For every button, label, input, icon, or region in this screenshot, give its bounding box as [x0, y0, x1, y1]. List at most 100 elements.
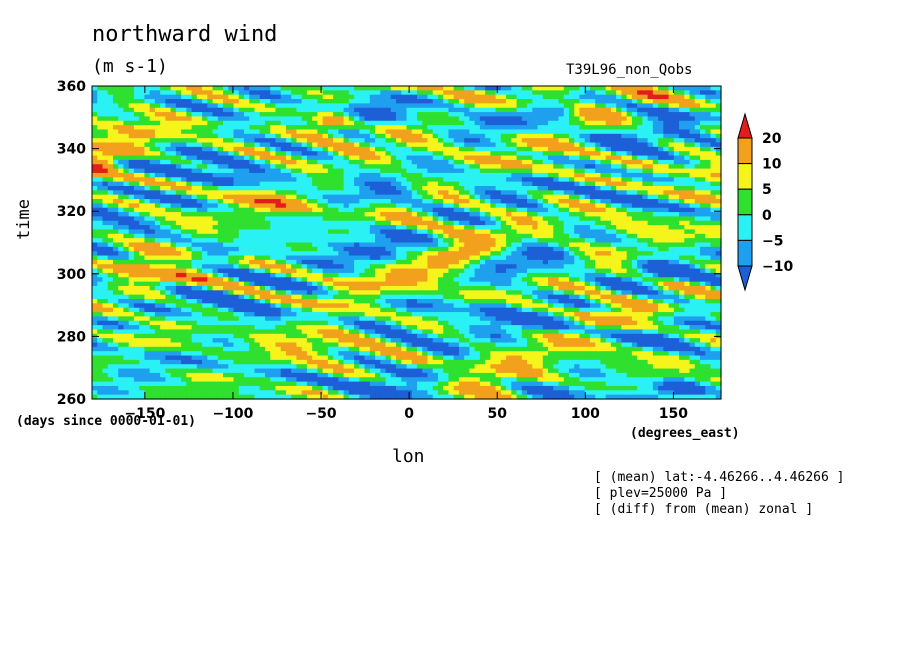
heatmap-cell — [390, 199, 397, 204]
heatmap-cell — [548, 238, 554, 244]
heatmap-cell — [616, 259, 623, 265]
heatmap-cell — [637, 194, 643, 200]
heatmap-cell — [584, 112, 591, 118]
heatmap-cell — [285, 194, 292, 200]
heatmap-cell — [579, 90, 586, 96]
heatmap-cell — [202, 185, 208, 191]
heatmap-cell — [506, 255, 512, 261]
heatmap-cell — [406, 164, 413, 170]
heatmap-cell — [432, 151, 439, 157]
heatmap-cell — [642, 185, 649, 191]
heatmap-cell — [479, 216, 486, 222]
heatmap-cell — [317, 90, 324, 96]
heatmap-cell — [527, 172, 533, 178]
heatmap-cell — [406, 203, 413, 209]
heatmap-cell — [301, 99, 308, 104]
heatmap-cell — [411, 246, 418, 252]
heatmap-cell — [469, 238, 476, 244]
heatmap-cell — [506, 94, 512, 100]
heatmap-cell — [689, 116, 696, 122]
heatmap-cell — [694, 90, 701, 96]
heatmap-cell — [668, 207, 675, 213]
heatmap-cell — [212, 199, 219, 204]
heatmap-cell — [333, 238, 339, 244]
heatmap-cell — [354, 112, 360, 118]
heatmap-cell — [92, 99, 98, 104]
heatmap-cell — [369, 172, 376, 178]
heatmap-cell — [715, 129, 722, 135]
heatmap-cell — [490, 164, 497, 170]
heatmap-cell — [490, 181, 497, 187]
heatmap-cell — [160, 177, 166, 183]
heatmap-cell — [663, 251, 670, 257]
heatmap-cell — [694, 133, 701, 139]
heatmap-cell — [642, 146, 649, 152]
heatmap-cell — [291, 229, 298, 235]
heatmap-cell — [469, 168, 476, 174]
heatmap-cell — [437, 159, 444, 165]
heatmap-cell — [196, 159, 203, 165]
heatmap-cell — [375, 220, 381, 226]
heatmap-cell — [469, 220, 476, 226]
heatmap-cell — [259, 86, 266, 91]
heatmap-cell — [364, 159, 371, 165]
heatmap-cell — [443, 133, 450, 139]
heatmap-cell — [642, 220, 649, 226]
heatmap-cell — [165, 138, 172, 144]
heatmap-cell — [715, 90, 722, 96]
heatmap-cell — [663, 177, 670, 183]
heatmap-cell — [511, 164, 518, 170]
heatmap-cell — [589, 94, 596, 100]
heatmap-cell — [92, 125, 98, 131]
heatmap-cell — [453, 225, 460, 231]
heatmap-cell — [165, 125, 172, 131]
heatmap-cell — [490, 99, 497, 104]
heatmap-cell — [233, 120, 240, 126]
heatmap-cell — [396, 164, 402, 170]
heatmap-cell — [154, 107, 161, 113]
heatmap-cell — [684, 251, 691, 257]
heatmap-cell — [327, 264, 334, 270]
heatmap-cell — [437, 164, 444, 170]
heatmap-cell — [317, 168, 324, 174]
heatmap-cell — [296, 220, 303, 226]
heatmap-cell — [474, 216, 481, 222]
heatmap-cell — [532, 168, 539, 174]
heatmap-cell — [186, 86, 193, 91]
heatmap-cell — [553, 120, 560, 126]
heatmap-cell — [437, 133, 444, 139]
heatmap-cell — [626, 220, 633, 226]
heatmap-cell — [532, 246, 539, 252]
heatmap-cell — [207, 199, 214, 204]
heatmap-cell — [202, 172, 208, 178]
heatmap-cell — [516, 207, 523, 213]
heatmap-cell — [584, 107, 591, 113]
heatmap-cell — [443, 190, 450, 196]
heatmap-cell — [196, 155, 203, 161]
heatmap-cell — [102, 112, 109, 118]
heatmap-cell — [485, 129, 491, 135]
heatmap-cell — [285, 246, 292, 252]
heatmap-cell — [694, 120, 701, 126]
heatmap-cell — [411, 220, 418, 226]
heatmap-cell — [542, 259, 549, 265]
heatmap-cell — [532, 225, 539, 231]
heatmap-cell — [694, 199, 701, 204]
heatmap-cell — [658, 255, 664, 261]
heatmap-cell — [479, 203, 486, 209]
heatmap-cell — [416, 255, 423, 261]
heatmap-cell — [432, 125, 439, 131]
heatmap-cell — [312, 116, 318, 122]
heatmap-cell — [390, 264, 397, 270]
heatmap-cell — [149, 138, 156, 144]
heatmap-cell — [348, 251, 355, 257]
heatmap-cell — [500, 151, 507, 157]
heatmap-cell — [223, 112, 229, 118]
heatmap-cell — [469, 177, 476, 183]
heatmap-cell — [233, 138, 240, 144]
heatmap-cell — [579, 103, 586, 109]
heatmap-cell — [579, 125, 586, 131]
heatmap-cell — [254, 172, 261, 178]
heatmap-cell — [527, 103, 533, 109]
heatmap-cell — [558, 238, 565, 244]
